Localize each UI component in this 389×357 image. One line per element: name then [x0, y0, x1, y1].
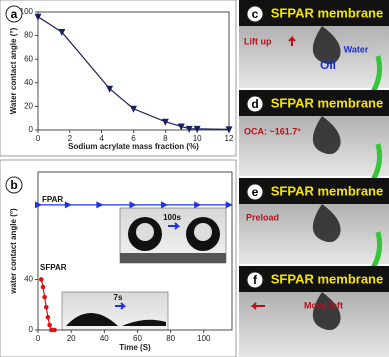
panel-letter: f [253, 273, 258, 287]
marker [52, 327, 57, 333]
marker [225, 201, 233, 209]
y-tick-label: 80 [24, 31, 33, 40]
annotation: 7s [114, 293, 123, 302]
panel-letter-circle [5, 5, 23, 23]
panel-title: SFPAR membrane [271, 271, 383, 286]
oil-droplet [312, 204, 341, 243]
series-label: FPAR [42, 195, 63, 204]
y-axis-label: water contact angle (°) [9, 208, 18, 295]
marker [161, 201, 169, 209]
panel-letter-circle [246, 5, 264, 23]
marker [194, 201, 202, 209]
photo-label: Move left [304, 300, 343, 310]
photo-label: Water [344, 44, 369, 54]
marker [225, 126, 233, 134]
photo-label: OCA: ~161.7° [244, 126, 301, 136]
x-tick-label: 60 [133, 334, 142, 343]
marker [193, 125, 201, 133]
plot-frame [37, 171, 233, 331]
oil-droplet [312, 26, 341, 65]
y-tick-label: 0 [29, 325, 34, 334]
x-tick-label: 80 [166, 334, 175, 343]
marker [106, 85, 114, 93]
photo-header [239, 178, 389, 204]
marker [64, 201, 72, 209]
panel-a-frame [0, 0, 237, 157]
droplet [66, 313, 118, 326]
oil-droplet [312, 292, 341, 331]
panel-letter-circle [246, 271, 264, 289]
series-label: SFPAR [40, 263, 67, 272]
marker [96, 201, 104, 209]
y-axis-label: Water contact angle (°) [9, 27, 18, 114]
x-tick-label: 20 [67, 334, 76, 343]
photo-header [239, 90, 389, 116]
photo-label: Oil [320, 58, 336, 72]
marker [129, 201, 137, 209]
marker [45, 315, 51, 320]
photo-label: Lift up [244, 36, 272, 46]
x-axis-label: Time (S) [119, 343, 151, 352]
x-tick-label: 100 [197, 334, 211, 343]
lift-arrow [288, 35, 296, 46]
marker [42, 294, 47, 300]
panel-letter: a [11, 7, 18, 21]
panel-letter-circle [246, 95, 264, 113]
x-tick-label: 6 [131, 134, 136, 143]
x-tick-label: 0 [36, 334, 41, 343]
x-tick-label: 2 [68, 134, 73, 143]
panel-letter: b [10, 178, 17, 192]
marker [177, 123, 185, 131]
panel-letter: c [252, 7, 259, 21]
marker [130, 105, 137, 113]
marker [39, 277, 44, 282]
y-tick-label: 40 [24, 78, 33, 87]
panel-title: SFPAR membrane [271, 95, 383, 110]
marker [58, 29, 66, 37]
droplet-highlight [194, 223, 212, 241]
marker [43, 304, 49, 310]
y-tick-label: 0 [29, 125, 34, 134]
marker [34, 13, 42, 21]
annotation: 100s [163, 213, 181, 222]
arrow [115, 302, 127, 310]
marker [161, 118, 169, 126]
arrow [168, 222, 181, 230]
x-tick-label: 10 [193, 134, 202, 143]
photo-label: Preload [246, 212, 279, 222]
panel-letter-circle [246, 183, 264, 201]
droplet [122, 319, 166, 326]
x-tick-label: 12 [225, 134, 234, 143]
panel-letter: e [252, 185, 259, 199]
marker [48, 327, 54, 333]
panel-title: SFPAR membrane [271, 5, 383, 20]
y-tick-label: 20 [24, 102, 33, 111]
marker [185, 125, 193, 133]
x-tick-label: 4 [99, 134, 104, 143]
marker [47, 322, 52, 328]
droplet-highlight [136, 223, 154, 241]
panel-title: SFPAR membrane [271, 183, 383, 198]
y-tick-label: 40 [24, 275, 33, 284]
marker [40, 284, 46, 290]
panel-letter: d [251, 97, 258, 111]
x-tick-label: 8 [163, 134, 168, 143]
oil-droplet [312, 116, 341, 155]
photo-header [239, 0, 389, 26]
photo-header [239, 266, 389, 292]
x-axis-label: Sodium acrylate mass fraction (%) [68, 142, 199, 151]
inset-substrate [120, 253, 226, 263]
y-tick-label: 60 [24, 54, 33, 63]
left-arrow [250, 302, 265, 310]
panel-letter-circle [5, 176, 23, 194]
x-tick-label: 40 [100, 334, 109, 343]
x-tick-label: 0 [36, 134, 41, 143]
y-tick-label: 100 [20, 7, 34, 16]
marker [35, 201, 42, 209]
